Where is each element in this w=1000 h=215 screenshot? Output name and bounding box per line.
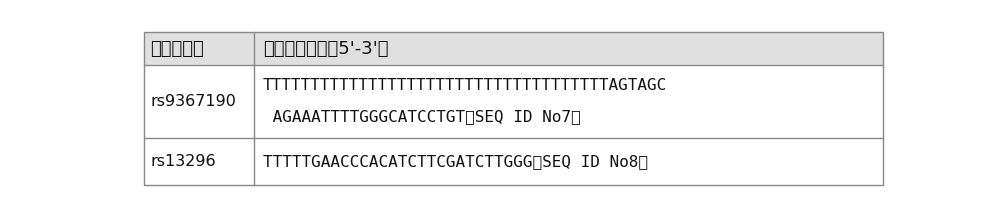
Text: TTTTTTTTTTTTTTTTTTTTTTTTTTTTTTTTTTTTAGTAGC: TTTTTTTTTTTTTTTTTTTTTTTTTTTTTTTTTTTTAGTA… bbox=[263, 78, 667, 93]
Bar bbox=[144, 32, 883, 65]
Text: rs13296: rs13296 bbox=[151, 154, 216, 169]
Text: TTTTTGAACCCACATCTTCGATCTTGGG（SEQ ID No8）: TTTTTGAACCCACATCTTCGATCTTGGG（SEQ ID No8） bbox=[263, 154, 648, 169]
Text: AGAAATTTTGGGCATCCTGT（SEQ ID No7）: AGAAATTTTGGGCATCCTGT（SEQ ID No7） bbox=[263, 109, 581, 124]
Text: 多态性位点: 多态性位点 bbox=[151, 40, 204, 58]
Text: rs9367190: rs9367190 bbox=[151, 94, 236, 109]
Text: 延伸引物序列（5'-3'）: 延伸引物序列（5'-3'） bbox=[263, 40, 388, 58]
